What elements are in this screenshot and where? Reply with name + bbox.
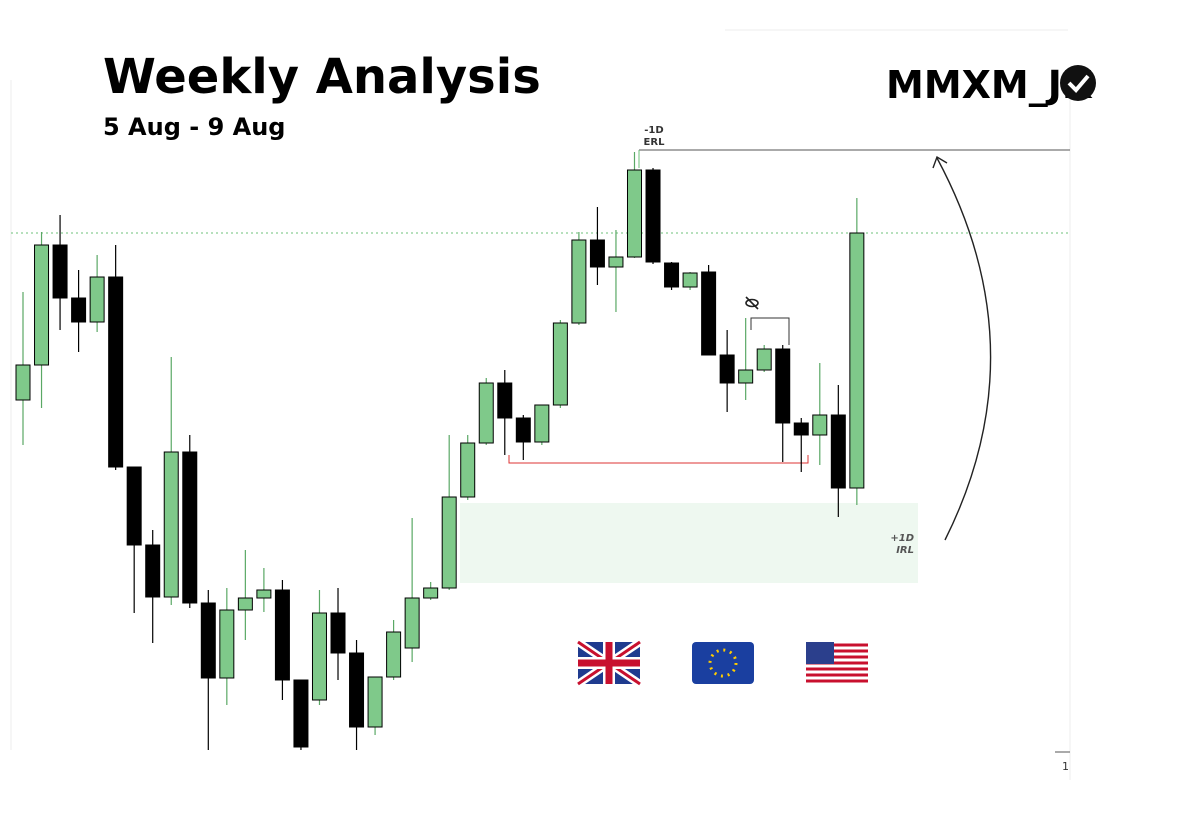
annotation: +1D — [890, 533, 914, 544]
candle-body — [738, 369, 754, 384]
candle-body — [274, 589, 290, 681]
candle-body — [701, 271, 717, 356]
candle-body — [812, 414, 828, 436]
candle-body — [478, 382, 494, 444]
candle-body — [200, 602, 216, 679]
candle-body — [756, 348, 772, 371]
flag-uk — [575, 638, 643, 688]
candle-body — [237, 597, 253, 611]
annotation: ERL — [644, 137, 666, 148]
subtitle: 5 Aug - 9 Aug — [103, 113, 285, 141]
candle-body — [793, 422, 809, 436]
candle-body — [423, 587, 439, 599]
candle-body — [608, 256, 624, 268]
candle-body — [34, 244, 50, 366]
verified-badge — [1060, 65, 1096, 101]
candle-body — [626, 169, 642, 258]
candle-body — [163, 451, 179, 598]
candle-body — [404, 597, 420, 649]
candle-body — [645, 169, 661, 263]
candle-body — [589, 239, 605, 268]
candle-body — [108, 276, 124, 468]
irl-zone — [460, 503, 918, 583]
candle-body — [256, 589, 272, 599]
annotation: -1D — [644, 125, 663, 136]
brand: MMXM_JK — [886, 63, 1093, 107]
candle-body — [552, 322, 568, 406]
page-label: 1 — [1062, 760, 1069, 773]
candle-body — [515, 417, 531, 443]
candle-body — [293, 679, 309, 748]
chart-title: Weekly Analysis — [103, 49, 541, 105]
candle-body — [849, 232, 865, 489]
bracket — [750, 317, 790, 345]
candle-body — [15, 364, 31, 401]
liquidity-line — [508, 455, 809, 464]
candle-body — [534, 404, 550, 443]
hidden-icon — [745, 296, 759, 310]
candle-body — [311, 612, 327, 701]
candle-body — [71, 297, 87, 323]
candle-body — [145, 544, 161, 598]
annotation: IRL — [896, 545, 914, 556]
candle-body — [89, 276, 105, 323]
candle-body — [719, 354, 735, 384]
candle-body — [441, 496, 457, 589]
candle-body — [52, 244, 68, 299]
candle-body — [682, 272, 698, 288]
flag-us — [806, 642, 868, 684]
candle-body — [367, 676, 383, 728]
flag-eu — [692, 642, 754, 684]
candle-body — [386, 631, 402, 678]
candle-body — [830, 414, 846, 489]
candle-body — [349, 652, 365, 728]
candle-body — [219, 609, 235, 679]
candle-body — [775, 348, 791, 424]
candle-body — [126, 466, 142, 546]
candle-body — [182, 451, 198, 604]
arrow — [936, 157, 992, 541]
candle-body — [664, 262, 680, 288]
candle-body — [460, 442, 476, 498]
arrow-head — [932, 155, 948, 169]
candle-body — [571, 239, 587, 324]
candle-body — [497, 382, 513, 419]
candle-body — [330, 612, 346, 654]
